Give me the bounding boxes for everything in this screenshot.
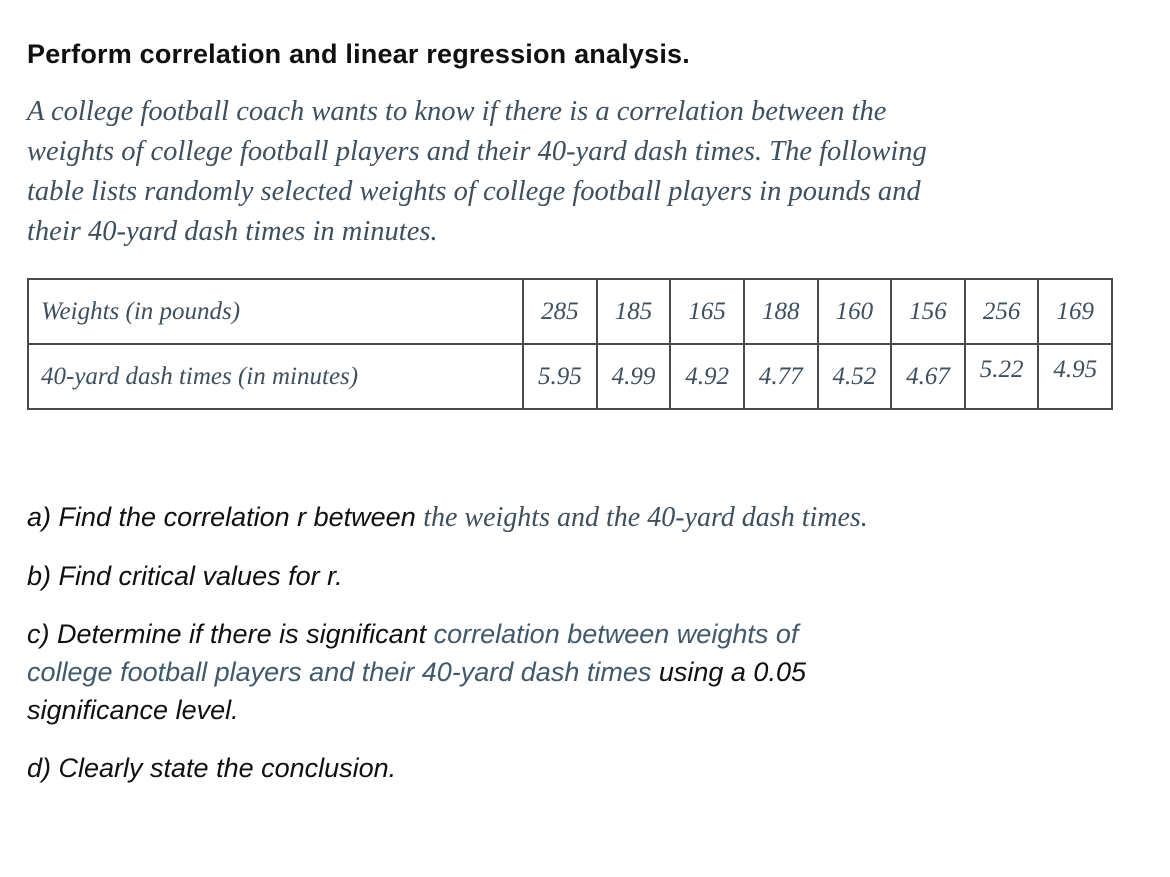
page-title: Perform correlation and linear regressio… [27, 39, 690, 69]
table-row-dash-times: 40-yard dash times (in minutes) 5.95 4.9… [27, 343, 1113, 410]
table-cell: 188 [742, 278, 819, 345]
table-cell: 185 [595, 278, 672, 345]
table-cell: 4.52 [816, 343, 893, 410]
question-b-prompt: b) Find critical values for r. [27, 561, 343, 591]
table-cell: 4.99 [595, 343, 672, 410]
question-c-suffix: using a 0.05 significance level. [27, 657, 806, 725]
table-cell: 285 [522, 278, 598, 345]
table-cell: 4.67 [890, 343, 966, 410]
row-label-weights: Weights (in pounds) [27, 278, 524, 345]
question-a-detail: the weights and the 40-yard dash times. [423, 502, 868, 533]
table-row-weights: Weights (in pounds) 285 185 165 188 160 … [27, 278, 1113, 345]
table-cell: 165 [669, 278, 745, 345]
question-d-prompt: d) Clearly state the conclusion. [27, 753, 397, 783]
question-b: b) Find critical values for r. [27, 557, 1047, 595]
table-cell: 4.92 [669, 343, 745, 410]
questions-section: a) Find the correlation r between the we… [27, 498, 1047, 787]
row-label-dash-times: 40-yard dash times (in minutes) [27, 343, 524, 410]
table-cell: 169 [1037, 278, 1113, 345]
question-c: c) Determine if there is significant cor… [27, 615, 1047, 729]
problem-statement: A college football coach wants to know i… [27, 96, 927, 247]
question-a-prompt: a) Find the correlation r between [27, 502, 424, 532]
table-cell: 160 [816, 278, 893, 345]
question-c-prompt: c) Determine if there is significant [27, 619, 434, 649]
table-cell: 256 [963, 278, 1040, 345]
table-cell: 5.95 [522, 343, 598, 410]
question-a: a) Find the correlation r between the we… [27, 498, 1047, 537]
table-cell: 156 [890, 278, 966, 345]
table-cell: 4.77 [742, 343, 819, 410]
question-d: d) Clearly state the conclusion. [27, 749, 1047, 787]
table-cell: 5.22 [963, 343, 1040, 410]
table-cell: 4.95 [1037, 343, 1113, 410]
question-c-detail: correlation between weights of college f… [27, 619, 799, 687]
data-table: Weights (in pounds) 285 185 165 188 160 … [27, 278, 1113, 410]
